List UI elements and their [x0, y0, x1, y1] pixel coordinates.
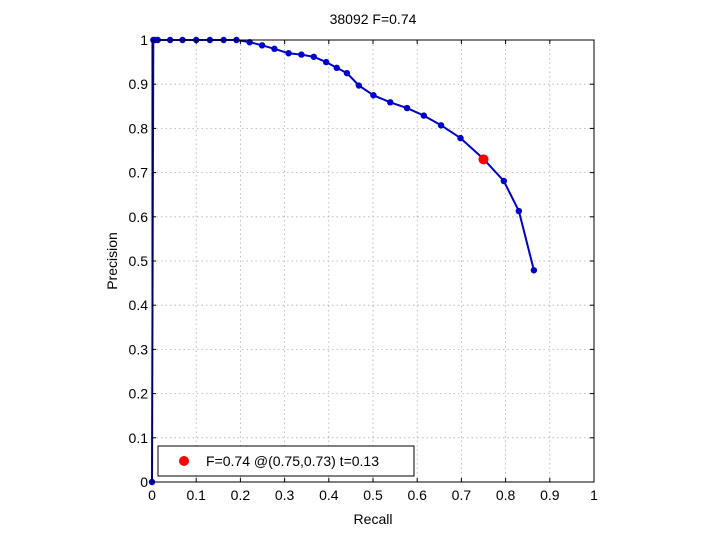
x-tick-label: 0.2 — [231, 487, 251, 503]
pr-curve-point — [457, 134, 464, 142]
x-tick-label: 0.7 — [452, 487, 472, 503]
pr-curve-point — [285, 50, 292, 57]
chart-title: 38092 F=0.74 — [330, 11, 417, 27]
y-tick-label: 0.4 — [129, 297, 149, 313]
y-tick-label: 0.3 — [129, 341, 149, 357]
pr-curve-point — [310, 53, 317, 60]
pr-curve-point — [246, 39, 253, 46]
pr-curve-point — [403, 104, 411, 112]
y-tick-label: 1 — [140, 32, 148, 48]
x-tick-label: 1 — [590, 487, 598, 503]
x-tick-labels: 0 0.1 0.2 0.3 0.4 0.5 0.6 0.7 0.8 0.9 1 — [148, 487, 598, 503]
y-tick-label: 0.5 — [129, 253, 149, 269]
pr-curve-point — [298, 51, 305, 58]
x-tick-label: 0.3 — [275, 487, 295, 503]
y-tick-labels: 0 0.1 0.2 0.3 0.4 0.5 0.6 0.7 0.8 0.9 1 — [129, 32, 149, 490]
grid — [152, 40, 594, 482]
pr-curve-point — [515, 207, 523, 215]
x-tick-label: 0.9 — [540, 487, 560, 503]
highlight-group — [478, 154, 489, 165]
x-tick-label: 0 — [148, 487, 156, 503]
y-tick-label: 0.6 — [129, 209, 149, 225]
y-tick-label: 0.9 — [129, 76, 149, 92]
pr-curve-point — [355, 82, 363, 89]
pr-curve-point — [437, 122, 445, 129]
pr-curve-point — [271, 45, 278, 53]
pr-curve-point — [387, 99, 394, 106]
x-tick-label: 0.6 — [407, 487, 427, 503]
legend-entry: F=0.74 @(0.75,0.73) t=0.13 — [206, 453, 379, 469]
x-tick-label: 0.5 — [363, 487, 383, 503]
x-tick-label: 0.4 — [319, 487, 339, 503]
pr-curve-point — [370, 92, 377, 99]
ticks — [151, 39, 595, 483]
y-tick-label: 0.8 — [129, 120, 149, 136]
pr-curve-point — [500, 177, 508, 185]
pr-curve-point — [258, 42, 266, 49]
y-tick-label: 0 — [140, 474, 148, 490]
pr-curve-point — [420, 112, 428, 119]
legend-box — [157, 445, 415, 477]
y-tick-label: 0.1 — [129, 430, 149, 446]
legend: F=0.74 @(0.75,0.73) t=0.13 — [157, 445, 415, 477]
best-f-point — [478, 154, 489, 165]
y-tick-label: 0.7 — [129, 165, 149, 181]
y-tick-label: 0.2 — [129, 386, 149, 402]
pr-curve-point — [530, 267, 538, 274]
x-axis-label: Recall — [354, 511, 393, 527]
pr-curve-point — [343, 69, 351, 77]
pr-curve-point — [333, 64, 340, 72]
y-axis-label: Precision — [104, 232, 120, 290]
x-tick-label: 0.1 — [186, 487, 206, 503]
legend-marker — [179, 456, 189, 466]
pr-curve-point — [322, 58, 330, 66]
x-tick-label: 0.8 — [496, 487, 516, 503]
